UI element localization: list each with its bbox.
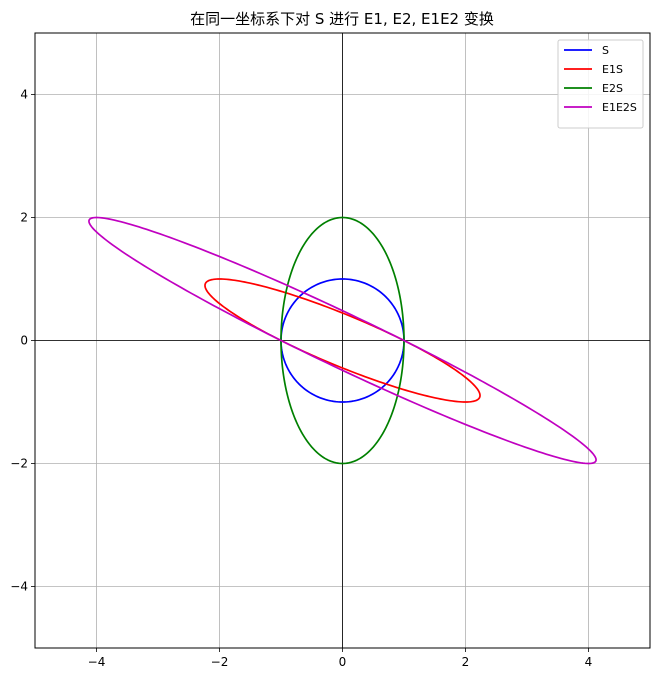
y-tick-label: −4: [10, 580, 28, 594]
legend-label: E1S: [602, 63, 623, 76]
y-tick-label: −2: [10, 457, 28, 471]
chart-title: 在同一坐标系下对 S 进行 E1, E2, E1E2 变换: [190, 10, 494, 28]
series-layer: [88, 216, 597, 465]
x-tick-label: −2: [211, 655, 229, 669]
y-tick-label: 2: [20, 211, 28, 225]
x-tick-label: −4: [88, 655, 106, 669]
axes: [35, 33, 650, 648]
legend-label: S: [602, 44, 609, 57]
y-tick-label: 0: [20, 334, 28, 348]
x-tick-label: 2: [462, 655, 470, 669]
ticks: −4 −2 0 2 4 −4 −2 0 2 4: [10, 88, 592, 670]
series-e1e2s-line: [88, 216, 597, 465]
legend-label: E1E2S: [602, 101, 637, 114]
legend: S E1S E2S E1E2S: [557, 39, 644, 129]
x-tick-label: 4: [585, 655, 593, 669]
y-tick-label: 4: [20, 88, 28, 102]
x-tick-label: 0: [339, 655, 347, 669]
legend-box: [557, 39, 644, 129]
legend-label: E2S: [602, 82, 623, 95]
